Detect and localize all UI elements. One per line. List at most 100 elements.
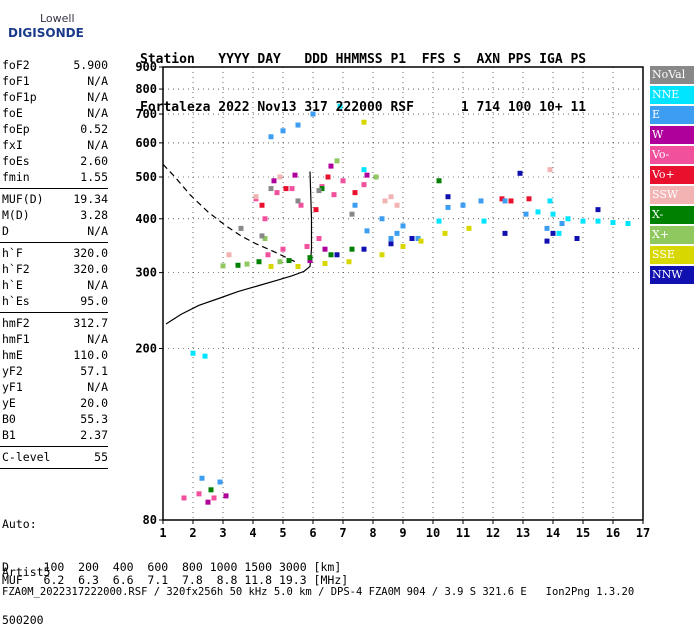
parameter-name: hmE xyxy=(2,348,23,362)
echo-point xyxy=(502,230,508,236)
legend-item: E xyxy=(650,106,694,124)
echo-point xyxy=(238,225,244,231)
echo-point xyxy=(316,188,322,194)
echo-point xyxy=(556,230,562,236)
echo-point xyxy=(361,167,367,173)
echo-point xyxy=(379,252,385,258)
parameter-value: 55 xyxy=(94,450,108,464)
echo-point xyxy=(223,493,229,499)
echo-point xyxy=(394,230,400,236)
station-header: Station YYYY DAY DDD HHMMSS P1 FFS S AXN… xyxy=(140,20,586,132)
echo-point xyxy=(361,246,367,252)
parameter-value: 57.1 xyxy=(80,364,108,378)
parameter-name: D xyxy=(2,224,9,238)
echo-point xyxy=(364,172,370,178)
x-tick-label: 10 xyxy=(426,526,440,540)
echo-point xyxy=(202,353,208,359)
legend-item: NoVal xyxy=(650,66,694,84)
parameter-name: hmF2 xyxy=(2,316,30,330)
parameter-row: hmF2 312.7 xyxy=(2,316,108,332)
echo-point xyxy=(328,252,334,258)
parameter-value: N/A xyxy=(87,278,108,292)
echo-point xyxy=(226,252,232,258)
echo-point xyxy=(508,198,514,204)
y-tick-label: 700 xyxy=(135,107,157,121)
echo-point xyxy=(337,103,343,109)
parameter-name: foEs xyxy=(2,154,30,168)
echo-point xyxy=(361,182,367,188)
echo-point xyxy=(205,499,211,505)
echo-point xyxy=(526,196,532,202)
solid-profile-curve xyxy=(165,171,313,325)
parameter-row: foF1p N/A xyxy=(2,90,108,106)
echo-point xyxy=(280,246,286,252)
parameter-separator xyxy=(0,312,108,313)
parameter-name: h`F2 xyxy=(2,262,30,276)
echo-point xyxy=(313,207,319,213)
parameter-value: N/A xyxy=(87,106,108,120)
parameter-value: 320.0 xyxy=(73,262,108,276)
parameter-row: foEs 2.60 xyxy=(2,154,108,170)
echo-point xyxy=(277,259,283,265)
parameter-row: yF1 N/A xyxy=(2,380,108,396)
echo-point xyxy=(547,198,553,204)
echo-point xyxy=(196,491,202,497)
parameter-row: fxI N/A xyxy=(2,138,108,154)
echo-point xyxy=(190,350,196,356)
y-tick-label: 400 xyxy=(135,212,157,226)
x-tick-label: 17 xyxy=(636,526,650,540)
parameter-name: C-level xyxy=(2,450,51,464)
echo-point xyxy=(283,186,289,192)
echo-point xyxy=(445,194,451,200)
profile-curves xyxy=(162,163,313,325)
parameter-row: B0 55.3 xyxy=(2,412,108,428)
echo-point xyxy=(394,202,400,208)
x-tick-label: 9 xyxy=(399,526,406,540)
echo-point xyxy=(349,211,355,217)
echo-point xyxy=(316,235,322,241)
echo-point xyxy=(361,119,367,125)
echo-point xyxy=(436,178,442,184)
echo-point xyxy=(310,111,316,117)
chart-grid xyxy=(159,66,644,524)
x-tick-label: 2 xyxy=(189,526,196,540)
parameter-value: 1.55 xyxy=(80,170,108,184)
y-tick-labels: 80 200 300 400 500 600 700 800 900 xyxy=(135,60,157,527)
echo-point xyxy=(268,263,274,269)
legend-item: W xyxy=(650,126,694,144)
parameter-value: 0.52 xyxy=(80,122,108,136)
echo-point xyxy=(334,252,340,258)
legend-item: SSW xyxy=(650,186,694,204)
x-tick-label: 14 xyxy=(546,526,560,540)
echo-point xyxy=(550,211,556,217)
parameter-row: D N/A xyxy=(2,224,108,240)
parameter-row: M(D) 3.28 xyxy=(2,208,108,224)
plot-frame xyxy=(162,66,644,521)
parameter-value: N/A xyxy=(87,332,108,346)
parameter-name: foF2 xyxy=(2,58,30,72)
parameter-name: hmF1 xyxy=(2,332,30,346)
parameter-name: foF1p xyxy=(2,90,37,104)
echo-point xyxy=(436,218,442,224)
x-tick-label: 15 xyxy=(576,526,590,540)
echo-point xyxy=(325,174,331,180)
parameter-name: B1 xyxy=(2,428,16,442)
logo-digisonde-text: DIGISONDE xyxy=(8,26,84,40)
echo-point xyxy=(523,211,529,217)
echo-point xyxy=(535,209,541,215)
echo-point xyxy=(388,194,394,200)
echo-point xyxy=(295,122,301,128)
legend-item: SSE xyxy=(650,246,694,264)
echo-point xyxy=(346,259,352,265)
parameter-name: foF1 xyxy=(2,74,30,88)
parameter-row: C-level 55 xyxy=(2,450,108,466)
echo-point xyxy=(319,186,325,192)
echo-point xyxy=(265,252,271,258)
echo-point xyxy=(322,246,328,252)
polarization-legend: NoVal NNE E W Vo- Vo+ SSW X- X+ SSE NNW xyxy=(650,66,694,286)
parameter-row: hmF1 N/A xyxy=(2,332,108,348)
echo-point xyxy=(331,192,337,198)
parameter-value: 95.0 xyxy=(80,294,108,308)
echo-point xyxy=(400,223,406,229)
echo-point xyxy=(307,255,313,261)
